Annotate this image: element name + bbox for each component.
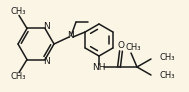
Text: CH₃: CH₃ (10, 72, 26, 81)
Text: N: N (43, 57, 50, 66)
Text: NH: NH (92, 63, 106, 72)
Text: N: N (68, 31, 74, 39)
Text: CH₃: CH₃ (159, 71, 174, 80)
Text: CH₃: CH₃ (10, 7, 26, 16)
Text: N: N (43, 22, 50, 31)
Text: CH₃: CH₃ (125, 44, 141, 53)
Text: CH₃: CH₃ (159, 54, 174, 62)
Text: O: O (118, 41, 125, 51)
